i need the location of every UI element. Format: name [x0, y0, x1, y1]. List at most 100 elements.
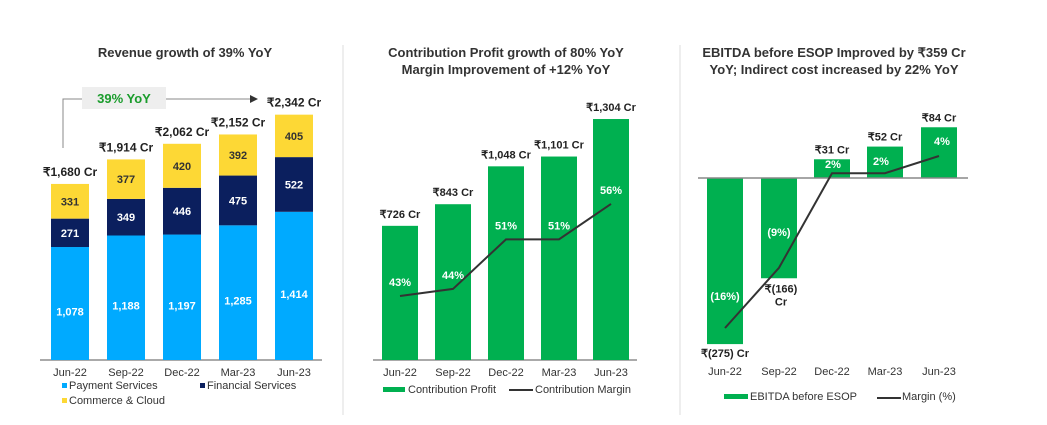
margin-label: 2%	[825, 159, 841, 171]
x-tick-label: Mar-23	[221, 367, 256, 379]
x-tick-label: Mar-23	[868, 366, 903, 378]
data-label: 392	[229, 150, 247, 162]
data-label: 1,414	[280, 289, 308, 301]
x-tick-label: Sep-22	[761, 366, 796, 378]
bar	[761, 178, 797, 279]
bar-label: Cr	[775, 296, 788, 308]
data-label: 420	[173, 161, 191, 173]
bar-segment	[219, 134, 257, 176]
bar-segment	[107, 198, 145, 236]
legend-swatch	[724, 394, 748, 399]
margin-label: 2%	[873, 156, 889, 168]
legend-label: Margin (%)	[902, 391, 956, 403]
bar-label: ₹1,048 Cr	[481, 149, 532, 161]
yoy-arrow-head	[250, 95, 258, 103]
data-label: 1,197	[168, 300, 196, 312]
bar	[707, 178, 743, 345]
bar-segment	[275, 157, 313, 212]
bar-label: ₹726 Cr	[380, 209, 421, 221]
bar-segment	[275, 114, 313, 158]
legend-label: EBITDA before ESOP	[750, 391, 857, 403]
data-label: 1,188	[112, 301, 140, 313]
total-label: ₹1,680 Cr	[43, 165, 98, 179]
x-tick-label: Dec-22	[164, 367, 199, 379]
x-tick-label: Jun-23	[594, 367, 628, 379]
contribution-chart-title-1: Contribution Profit growth of 80% YoY	[388, 45, 624, 60]
revenue-chart-title: Revenue growth of 39% YoY	[98, 45, 273, 60]
bar-segment	[163, 187, 201, 235]
bar-label: ₹84 Cr	[922, 112, 957, 124]
ebitda-chart-title-1: EBITDA before ESOP Improved by ₹359 Cr	[702, 45, 965, 60]
legend-label: Contribution Profit	[408, 384, 496, 396]
margin-label: 4%	[934, 136, 950, 148]
total-label: ₹2,062 Cr	[155, 125, 210, 139]
x-tick-label: Dec-22	[814, 366, 849, 378]
margin-label: (16%)	[710, 291, 740, 303]
bar-label: ₹(275) Cr	[701, 348, 750, 360]
bar-label: ₹843 Cr	[433, 187, 474, 199]
data-label: 475	[229, 195, 247, 207]
data-label: 1,078	[56, 307, 84, 319]
data-label: 405	[285, 131, 303, 143]
data-label: 331	[61, 196, 79, 208]
bar-segment	[51, 183, 89, 219]
bar-label: ₹1,304 Cr	[586, 102, 637, 114]
yoy-annotation: 39% YoY	[97, 91, 151, 106]
bar-segment	[275, 211, 313, 360]
contribution-chart-title-2: Margin Improvement of +12% YoY	[402, 62, 611, 77]
x-tick-label: Dec-22	[488, 367, 523, 379]
bar-segment	[51, 218, 89, 248]
yoy-box	[82, 87, 166, 109]
margin-line	[399, 203, 612, 297]
bar	[541, 156, 577, 360]
x-tick-label: Jun-22	[708, 366, 742, 378]
margin-label: 44%	[442, 270, 464, 282]
x-tick-label: Sep-22	[108, 367, 143, 379]
margin-label: 56%	[600, 185, 622, 197]
legend-label: Commerce & Cloud	[69, 395, 165, 407]
legend-swatch	[62, 398, 67, 403]
bar	[382, 225, 418, 360]
legend-swatch	[200, 383, 205, 388]
bar-segment	[219, 175, 257, 226]
legend-swatch	[62, 383, 67, 388]
legend-swatch	[383, 387, 405, 392]
x-tick-label: Jun-22	[383, 367, 417, 379]
bar	[488, 166, 524, 360]
bar-label: ₹52 Cr	[868, 132, 903, 144]
bar-segment	[107, 235, 145, 360]
bar-segment	[163, 143, 201, 188]
bar-label: ₹(166)	[765, 283, 798, 295]
x-tick-label: Sep-22	[435, 367, 470, 379]
margin-label: (9%)	[767, 227, 791, 239]
data-label: 377	[117, 174, 135, 186]
data-label: 271	[61, 228, 79, 240]
total-label: ₹1,914 Cr	[99, 140, 154, 154]
x-tick-label: Jun-23	[277, 367, 311, 379]
bar-segment	[107, 159, 145, 199]
bar	[593, 119, 629, 360]
bar-label: ₹31 Cr	[815, 144, 850, 156]
margin-label: 51%	[548, 220, 570, 232]
legend-label: Contribution Margin	[535, 384, 631, 396]
yoy-arrow-line	[62, 98, 250, 148]
data-label: 1,285	[224, 296, 252, 308]
x-tick-label: Mar-23	[542, 367, 577, 379]
bar-segment	[51, 247, 89, 360]
data-label: 522	[285, 179, 303, 191]
margin-label: 51%	[495, 220, 517, 232]
total-label: ₹2,342 Cr	[267, 96, 322, 110]
bar	[435, 204, 471, 360]
x-tick-label: Jun-22	[53, 367, 87, 379]
legend-label: Financial Services	[207, 380, 297, 392]
margin-line	[724, 155, 940, 329]
total-label: ₹2,152 Cr	[211, 115, 266, 129]
data-label: 446	[173, 206, 191, 218]
x-tick-label: Jun-23	[922, 366, 956, 378]
bar	[921, 127, 957, 178]
legend-label: Payment Services	[69, 380, 158, 392]
bar-label: ₹1,101 Cr	[534, 140, 585, 152]
data-label: 349	[117, 212, 135, 224]
